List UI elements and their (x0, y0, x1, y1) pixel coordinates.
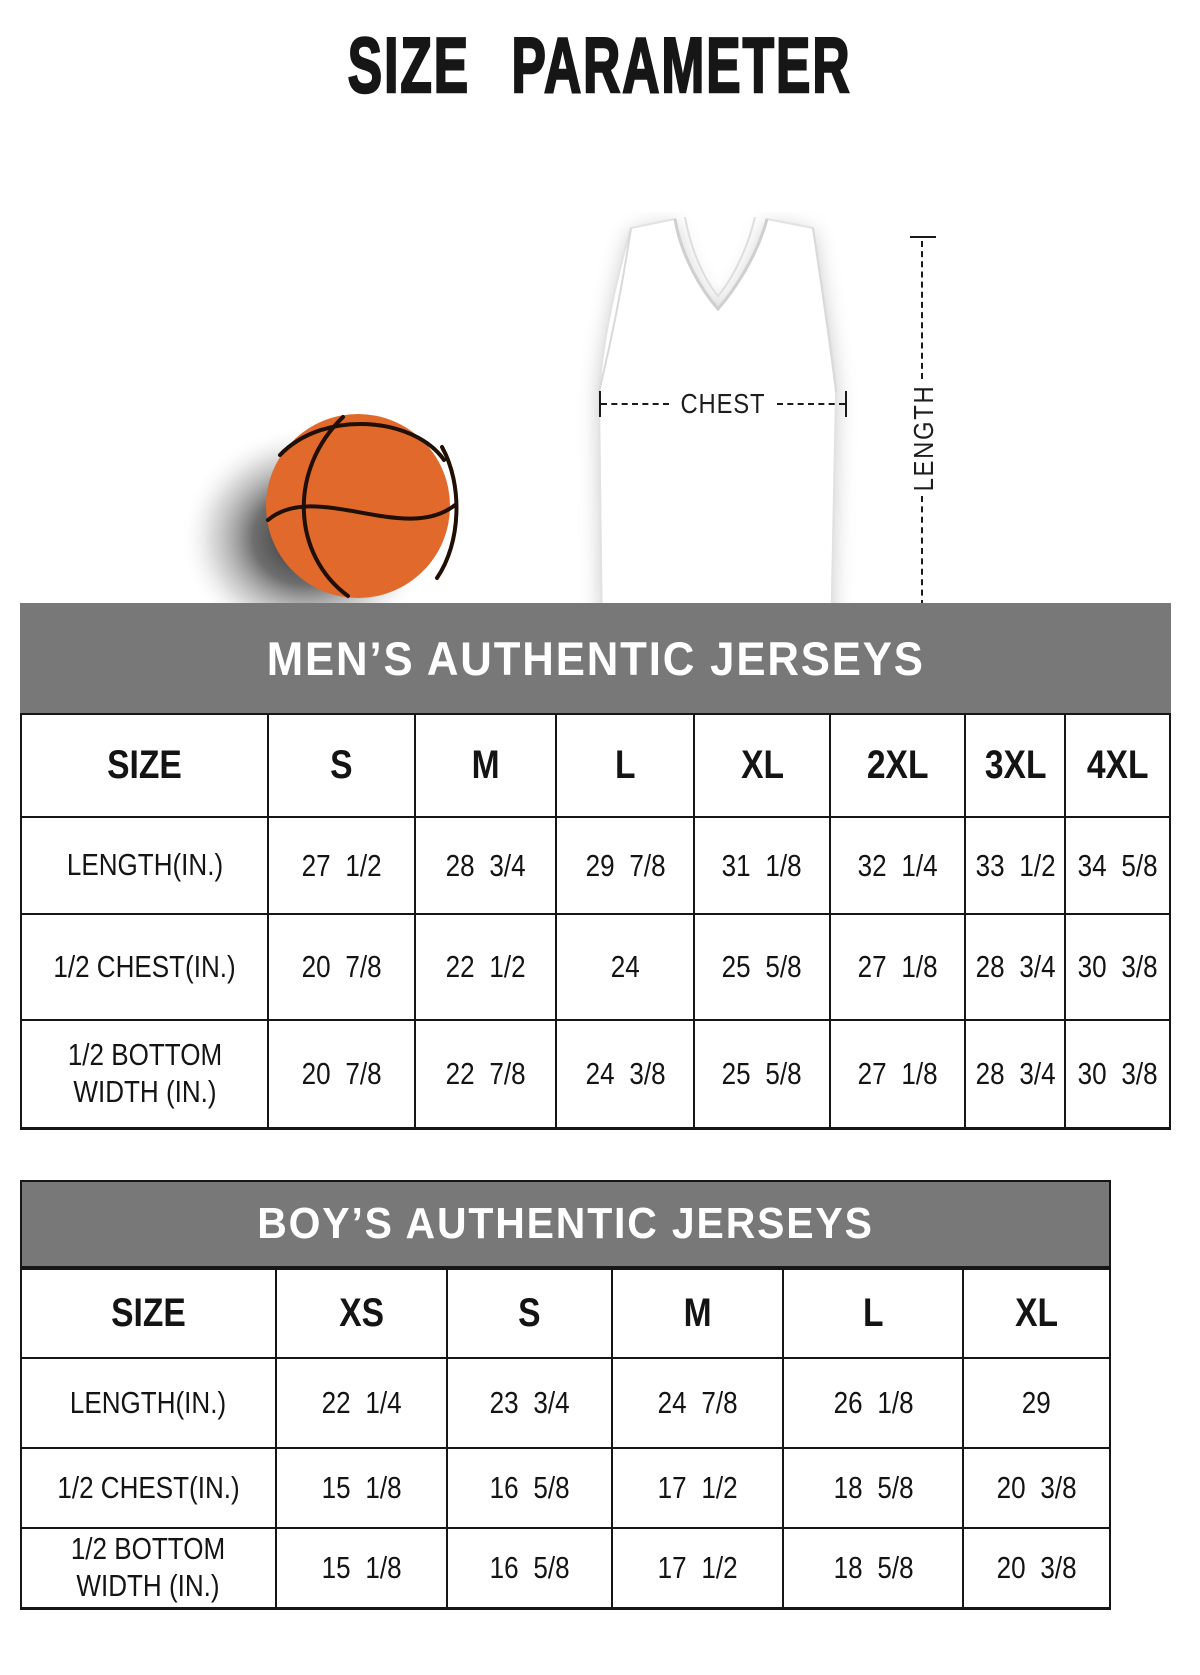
boys-header-size: SIZE (111, 1291, 186, 1335)
boys-chest-label: 1/2 CHEST(IN.) (57, 1469, 240, 1505)
boys-header-s: S (518, 1291, 541, 1335)
boys-length-label: LENGTH(IN.) (70, 1384, 227, 1420)
length-label: LENGTH (908, 384, 939, 492)
boys-bottom-xs: 15 1/8 (321, 1549, 402, 1585)
boys-length-m: 24 7/8 (657, 1385, 738, 1420)
mens-length-2xl: 32 1/4 (857, 847, 938, 883)
chest-right-tick (845, 391, 847, 417)
boys-length-row: LENGTH(IN.) 22 1/4 23 3/4 24 7/8 26 1/8 … (20, 1357, 1112, 1449)
basketball-image (180, 414, 459, 650)
boys-chest-m: 17 1/2 (657, 1470, 738, 1505)
mens-header-4xl: 4XL (1086, 743, 1149, 787)
boys-length-s: 23 3/4 (489, 1385, 570, 1420)
mens-header-3xl: 3XL (984, 743, 1047, 787)
mens-length-3xl: 33 1/2 (975, 847, 1056, 883)
boys-bottom-s: 16 5/8 (489, 1549, 570, 1585)
boys-length-xl: 29 (1021, 1385, 1051, 1420)
mens-length-s: 27 1/2 (301, 847, 382, 883)
boys-header-l: L (862, 1291, 884, 1335)
mens-bottom-2xl: 27 1/8 (857, 1055, 938, 1091)
length-dash-lower (921, 496, 923, 606)
measurement-diagram: CHEST LENGTH (0, 100, 1200, 682)
boys-size-table: SIZE XS S M L XL LENGTH(IN.) 22 1/4 23 3… (20, 1268, 1112, 1610)
mens-chest-m: 22 1/2 (445, 949, 526, 984)
chest-dash-left (601, 403, 670, 405)
mens-bottom-4xl: 30 3/8 (1077, 1055, 1158, 1091)
mens-bottom-s: 20 7/8 (301, 1055, 382, 1091)
mens-length-l: 29 7/8 (585, 847, 666, 883)
boys-chest-xs: 15 1/8 (321, 1470, 402, 1505)
boys-length-xs: 22 1/4 (321, 1385, 402, 1420)
mens-chest-l: 24 (610, 949, 640, 984)
mens-chest-xl: 25 5/8 (722, 949, 803, 984)
boys-chest-l: 18 5/8 (833, 1470, 914, 1505)
mens-header-xl: XL (740, 743, 784, 787)
mens-header-2xl: 2XL (866, 743, 929, 787)
boys-chest-row: 1/2 CHEST(IN.) 15 1/8 16 5/8 17 1/2 18 5… (20, 1447, 1112, 1529)
boys-bottom-xl: 20 3/8 (996, 1549, 1077, 1585)
boys-length-l: 26 1/8 (833, 1385, 914, 1420)
chest-left-tick (599, 391, 601, 417)
mens-chest-row: 1/2 CHEST(IN.) 20 7/8 22 1/2 24 25 5/8 2… (19, 913, 1171, 1021)
mens-bottom-m: 22 7/8 (445, 1055, 526, 1091)
mens-length-row: LENGTH(IN.) 27 1/2 28 3/4 29 7/8 31 1/8 … (19, 816, 1171, 915)
mens-header-size: SIZE (107, 743, 182, 787)
boys-chest-xl: 20 3/8 (996, 1470, 1077, 1505)
mens-bottom-3xl: 28 3/4 (975, 1055, 1056, 1091)
mens-chest-label: 1/2 CHEST(IN.) (53, 948, 236, 984)
length-top-tick (910, 236, 936, 238)
mens-length-4xl: 34 5/8 (1077, 847, 1158, 883)
mens-banner-text: MEN’S AUTHENTIC JERSEYS (266, 631, 925, 685)
mens-length-m: 28 3/4 (445, 847, 526, 883)
boys-chest-s: 16 5/8 (489, 1470, 570, 1505)
chest-label: CHEST (680, 388, 766, 419)
boys-banner-text: BOY’S AUTHENTIC JERSEYS (257, 1199, 874, 1248)
boys-header-row: SIZE XS S M L XL (20, 1268, 1112, 1359)
page-title: SIZE PARAMETER (347, 20, 852, 111)
boys-table-banner: BOY’S AUTHENTIC JERSEYS (20, 1180, 1111, 1268)
boys-header-xl: XL (1014, 1291, 1058, 1335)
boys-header-xs: XS (338, 1291, 384, 1335)
mens-length-label: LENGTH(IN.) (66, 847, 223, 883)
mens-length-xl: 31 1/8 (722, 847, 803, 883)
boys-bottom-m: 17 1/2 (657, 1549, 738, 1585)
boys-bottom-row: 1/2 BOTTOM WIDTH (IN.) 15 1/8 16 5/8 17 … (20, 1527, 1112, 1609)
mens-chest-3xl: 28 3/4 (975, 949, 1056, 984)
boys-header-m: M (683, 1291, 712, 1335)
mens-header-s: S (330, 743, 353, 787)
page-title-wrap: SIZE PARAMETER (0, 20, 1200, 111)
mens-bottom-l: 24 3/8 (585, 1055, 666, 1091)
mens-header-row: SIZE S M L XL 2XL 3XL 4XL (19, 713, 1171, 818)
mens-header-m: M (471, 743, 500, 787)
boys-bottom-l: 18 5/8 (833, 1549, 914, 1585)
mens-bottom-label: 1/2 BOTTOM WIDTH (IN.) (67, 1037, 222, 1109)
mens-table-banner: MEN’S AUTHENTIC JERSEYS (20, 603, 1171, 713)
mens-size-table: SIZE S M L XL 2XL 3XL 4XL LENGTH(IN.) 27… (19, 713, 1171, 1130)
chest-measure-line: CHEST (599, 388, 847, 419)
length-dash-upper (921, 241, 923, 379)
mens-chest-4xl: 30 3/8 (1077, 949, 1158, 984)
mens-header-l: L (615, 743, 636, 787)
mens-chest-s: 20 7/8 (301, 949, 382, 984)
mens-bottom-xl: 25 5/8 (722, 1055, 803, 1091)
mens-bottom-row: 1/2 BOTTOM WIDTH (IN.) 20 7/8 22 7/8 24 … (19, 1019, 1171, 1129)
boys-bottom-label: 1/2 BOTTOM WIDTH (IN.) (71, 1531, 226, 1603)
chest-dash-right (776, 403, 845, 405)
mens-chest-2xl: 27 1/8 (857, 949, 938, 984)
